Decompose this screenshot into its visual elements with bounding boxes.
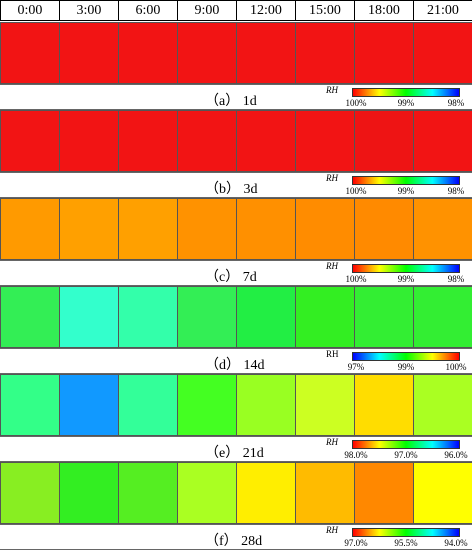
column-header: 18:00: [354, 0, 414, 21]
colorbar-tick: 97.0%: [344, 538, 368, 548]
colorbar: [352, 176, 460, 185]
cell: [413, 462, 472, 524]
cell: [59, 22, 119, 84]
column-header: 12:00: [236, 0, 296, 21]
colorbar-tick: 97.0%: [394, 450, 418, 460]
cell: [59, 374, 119, 436]
cell: [413, 22, 472, 84]
colorbar: [352, 264, 460, 273]
cell: [236, 462, 296, 524]
colorbar: [352, 352, 460, 361]
colorbar-tick: 99%: [397, 274, 415, 284]
cell: [413, 286, 472, 348]
colorbar-tick: 98%: [447, 98, 465, 108]
cell: [118, 462, 178, 524]
colorbar-title: RH: [326, 85, 338, 95]
panel-label: （a） 1d: [205, 94, 257, 109]
column-header: 3:00: [59, 0, 119, 21]
cell: [0, 286, 60, 348]
cell: [354, 374, 414, 436]
cell: [118, 110, 178, 172]
colorbar-tick: 98%: [447, 274, 465, 284]
cell: [295, 374, 355, 436]
panel-label: （f） 28d: [205, 534, 263, 549]
cell: [59, 286, 119, 348]
caption-strip: （e） 21d RH 98.0% 97.0% 96.0%: [0, 436, 472, 462]
caption-strip: （b） 3d RH 100% 99% 98%: [0, 172, 472, 198]
cell: [0, 374, 60, 436]
cell: [118, 374, 178, 436]
cell: [177, 198, 237, 260]
cell: [177, 286, 237, 348]
caption-strip: （f） 28d RH 97.0% 95.5% 94.0%: [0, 524, 472, 550]
caption-strip: （d） 14d RH 97% 99% 100%: [0, 348, 472, 374]
colorbar-tick: 99%: [397, 186, 415, 196]
cell: [295, 462, 355, 524]
cell: [118, 286, 178, 348]
colorbar: [352, 88, 460, 97]
panel-label: （b） 3d: [205, 182, 258, 197]
cell: [295, 22, 355, 84]
cell: [59, 198, 119, 260]
colorbar-tick: 99%: [397, 98, 415, 108]
panel-label: （e） 21d: [205, 446, 264, 461]
colorbar-tick: 95.5%: [394, 538, 418, 548]
cell: [236, 198, 296, 260]
column-header: 9:00: [177, 0, 237, 21]
colorbar-tick: 96.0%: [444, 450, 468, 460]
cell: [236, 286, 296, 348]
cell: [354, 22, 414, 84]
cell: [354, 286, 414, 348]
colorbar-tick: 98.0%: [344, 450, 368, 460]
colorbar-title: RH: [326, 437, 338, 447]
caption-strip: （a） 1d RH 100% 99% 98%: [0, 84, 472, 110]
colorbar-tick: 99%: [397, 362, 415, 372]
cell: [236, 22, 296, 84]
cell: [295, 198, 355, 260]
cell: [354, 198, 414, 260]
colorbar: [352, 528, 460, 537]
panel-label: （c） 7d: [205, 270, 257, 285]
cell: [0, 22, 60, 84]
colorbar-tick: 98%: [447, 186, 465, 196]
cell: [413, 374, 472, 436]
column-header: 0:00: [0, 0, 60, 21]
panel-label: （d） 14d: [205, 358, 265, 373]
cell: [177, 462, 237, 524]
cell: [0, 110, 60, 172]
colorbar: [352, 440, 460, 449]
cell: [59, 462, 119, 524]
colorbar-tick: 100%: [345, 98, 367, 108]
colorbar-title: RH: [326, 173, 338, 183]
colorbar-tick: 100%: [345, 186, 367, 196]
cell: [0, 198, 60, 260]
cell: [177, 110, 237, 172]
cell: [177, 374, 237, 436]
cell: [118, 22, 178, 84]
cell: [354, 462, 414, 524]
cell: [59, 110, 119, 172]
cell: [236, 110, 296, 172]
colorbar-title: RH: [326, 525, 338, 535]
colorbar-title: RH: [326, 261, 338, 271]
colorbar-title: RH: [326, 349, 339, 359]
cell: [177, 22, 237, 84]
caption-strip: （c） 7d RH 100% 99% 98%: [0, 260, 472, 286]
column-header: 6:00: [118, 0, 178, 21]
colorbar-tick: 100%: [445, 362, 467, 372]
cell: [354, 110, 414, 172]
cell: [0, 462, 60, 524]
column-header: 15:00: [295, 0, 355, 21]
cell: [413, 110, 472, 172]
colorbar-tick: 100%: [345, 274, 367, 284]
column-header: 21:00: [413, 0, 472, 21]
cell: [295, 110, 355, 172]
cell: [295, 286, 355, 348]
cell: [236, 374, 296, 436]
colorbar-tick: 94.0%: [444, 538, 468, 548]
cell: [118, 198, 178, 260]
cell: [413, 198, 472, 260]
colorbar-tick: 97%: [347, 362, 365, 372]
